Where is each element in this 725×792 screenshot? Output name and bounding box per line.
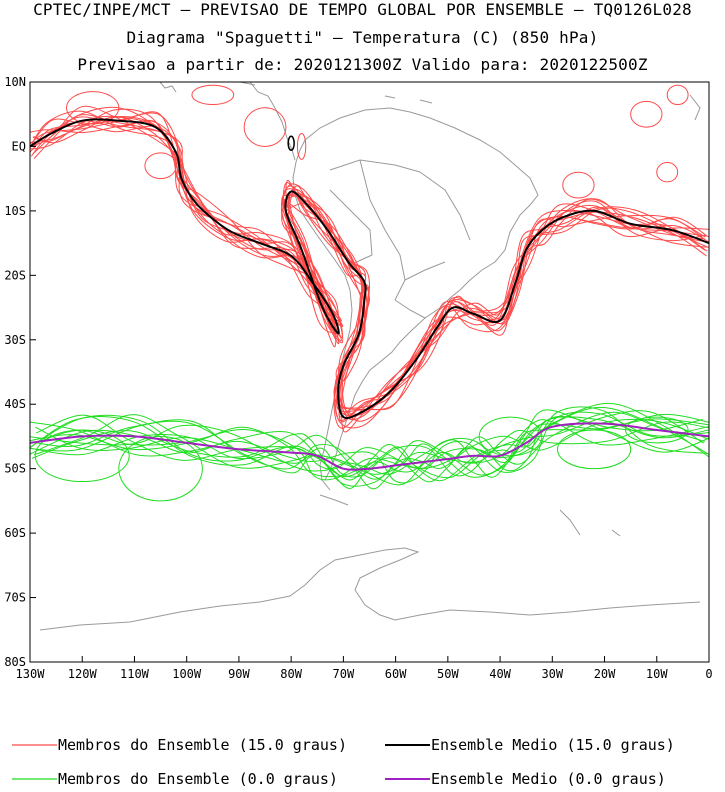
member-contour-15 xyxy=(33,118,706,418)
member-contour-15-cell xyxy=(656,162,679,183)
member-contour-15-cell xyxy=(191,84,235,106)
member-contour-15-cell xyxy=(243,107,287,147)
member-contour-15-cell xyxy=(296,133,307,160)
member-contour-0 xyxy=(30,411,705,489)
member-contour-0 xyxy=(30,406,709,482)
lon-tick-label: 70W xyxy=(333,667,355,681)
lat-tick-label: 10N xyxy=(4,75,26,89)
chart-title: CPTEC/INPE/MCT – PREVISAO DE TEMPO GLOBA… xyxy=(33,0,692,19)
member-contour-15 xyxy=(30,116,708,422)
lon-tick-label: 80W xyxy=(280,667,302,681)
member-contour-0 xyxy=(30,416,709,478)
legend-label-mean-0: Ensemble Medio (0.0 graus) xyxy=(431,770,666,788)
member-contour-15-cell xyxy=(562,171,595,199)
member-contour-0 xyxy=(36,406,708,483)
legend-label-members-15: Membros do Ensemble (15.0 graus) xyxy=(58,736,347,754)
longitude-axis: 130W 120W 110W 100W 90W 80W 70W 60W 50W 40W 30W 20W… xyxy=(16,656,713,681)
antarctic-coast xyxy=(39,547,701,631)
lat-tick-label: 40S xyxy=(4,397,26,411)
member-contour-15 xyxy=(30,111,709,411)
member-contour-0 xyxy=(30,402,709,481)
lat-tick-label: 60S xyxy=(4,526,26,540)
lat-tick-label: 80S xyxy=(4,655,26,669)
lon-tick-label: 90W xyxy=(228,667,250,681)
coastlines xyxy=(39,82,701,631)
legend-label-mean-15: Ensemble Medio (15.0 graus) xyxy=(431,736,675,754)
member-contour-15 xyxy=(30,110,709,429)
member-contour-0-cell xyxy=(478,416,543,457)
member-contour-15 xyxy=(30,119,709,409)
legend-label-members-0: Membros do Ensemble (0.0 graus) xyxy=(58,770,338,788)
member-contour-0 xyxy=(33,410,704,478)
lon-tick-label: 50W xyxy=(437,667,459,681)
ensemble-members-15 xyxy=(30,84,709,433)
lon-tick-label: 0 xyxy=(705,667,712,681)
latitude-axis: 10N EQ 10S 20S 30S 40S 50S 60S 70S 80S xyxy=(4,75,36,669)
member-contour-15-cell xyxy=(144,152,177,180)
member-contour-0 xyxy=(35,419,709,486)
lon-tick-label: 20W xyxy=(594,667,616,681)
lon-tick-label: 60W xyxy=(385,667,407,681)
member-contour-0-cell xyxy=(624,416,689,444)
caribbean-islands xyxy=(239,82,701,121)
ensemble-mean-0 xyxy=(30,422,709,471)
lon-tick-label: 10W xyxy=(646,667,668,681)
member-contour-0 xyxy=(31,418,709,487)
member-contour-15 xyxy=(32,105,707,433)
south-america-coast xyxy=(292,107,539,491)
member-contour-15 xyxy=(31,106,708,429)
lat-tick-label: 70S xyxy=(4,591,26,605)
member-contour-0-cell xyxy=(557,429,632,470)
member-contour-15 xyxy=(30,115,709,421)
chart-subtitle: Diagrama "Spaguetti" – Temperatura (C) (… xyxy=(126,28,599,47)
lon-tick-label: 120W xyxy=(68,667,98,681)
mean-contour-15 xyxy=(30,118,709,420)
member-contour-0 xyxy=(30,421,709,490)
lon-tick-label: 30W xyxy=(541,667,563,681)
member-contour-0-cell xyxy=(118,435,203,502)
member-contour-0-cell xyxy=(34,429,130,483)
lon-tick-label: 130W xyxy=(16,667,46,681)
member-contour-15 xyxy=(33,112,706,413)
lon-tick-label: 100W xyxy=(172,667,202,681)
lat-tick-label: 10S xyxy=(4,204,26,218)
legend: Membros do Ensemble (15.0 graus) Ensembl… xyxy=(12,736,675,788)
member-contour-15-cell xyxy=(666,84,689,106)
mean-contour-0 xyxy=(30,422,709,471)
forecast-dates: Previsao a partir de: 2020121300Z Valido… xyxy=(77,55,648,74)
lat-tick-label: 30S xyxy=(4,333,26,347)
member-contour-15-cell xyxy=(66,91,120,125)
member-contour-0 xyxy=(30,409,709,484)
lon-tick-label: 110W xyxy=(120,667,150,681)
member-contour-0 xyxy=(30,415,703,478)
member-contour-15 xyxy=(30,108,709,422)
lon-tick-label: 40W xyxy=(489,667,511,681)
country-borders xyxy=(329,159,471,319)
lat-tick-label: 50S xyxy=(4,462,26,476)
ensemble-mean-15 xyxy=(30,118,709,420)
lat-tick-label: EQ xyxy=(12,139,26,153)
member-contour-15-cell xyxy=(630,100,663,128)
lat-tick-label: 20S xyxy=(4,268,26,282)
map-frame xyxy=(29,81,710,663)
mean-contour-15-cell xyxy=(287,135,295,151)
member-contour-15 xyxy=(33,114,706,423)
